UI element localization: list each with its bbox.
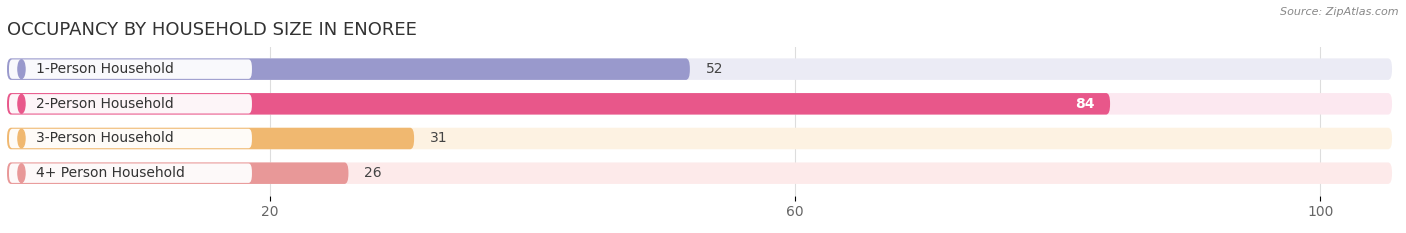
Text: 4+ Person Household: 4+ Person Household (37, 166, 184, 180)
Text: Source: ZipAtlas.com: Source: ZipAtlas.com (1281, 7, 1399, 17)
FancyBboxPatch shape (7, 93, 1111, 115)
FancyBboxPatch shape (7, 128, 415, 149)
Text: 52: 52 (706, 62, 723, 76)
FancyBboxPatch shape (8, 129, 252, 148)
Text: 1-Person Household: 1-Person Household (37, 62, 174, 76)
FancyBboxPatch shape (7, 93, 1392, 115)
Circle shape (18, 94, 25, 113)
Text: 26: 26 (364, 166, 382, 180)
Text: OCCUPANCY BY HOUSEHOLD SIZE IN ENOREE: OCCUPANCY BY HOUSEHOLD SIZE IN ENOREE (7, 21, 418, 39)
FancyBboxPatch shape (7, 58, 690, 80)
FancyBboxPatch shape (7, 128, 1392, 149)
FancyBboxPatch shape (8, 94, 252, 113)
Circle shape (18, 60, 25, 79)
Text: 2-Person Household: 2-Person Household (37, 97, 174, 111)
FancyBboxPatch shape (8, 59, 252, 79)
Text: 3-Person Household: 3-Person Household (37, 131, 174, 145)
Circle shape (18, 164, 25, 182)
Circle shape (18, 129, 25, 148)
FancyBboxPatch shape (7, 162, 1392, 184)
Text: 31: 31 (430, 131, 447, 145)
FancyBboxPatch shape (7, 58, 1392, 80)
FancyBboxPatch shape (8, 164, 252, 183)
Text: 84: 84 (1074, 97, 1094, 111)
FancyBboxPatch shape (7, 162, 349, 184)
